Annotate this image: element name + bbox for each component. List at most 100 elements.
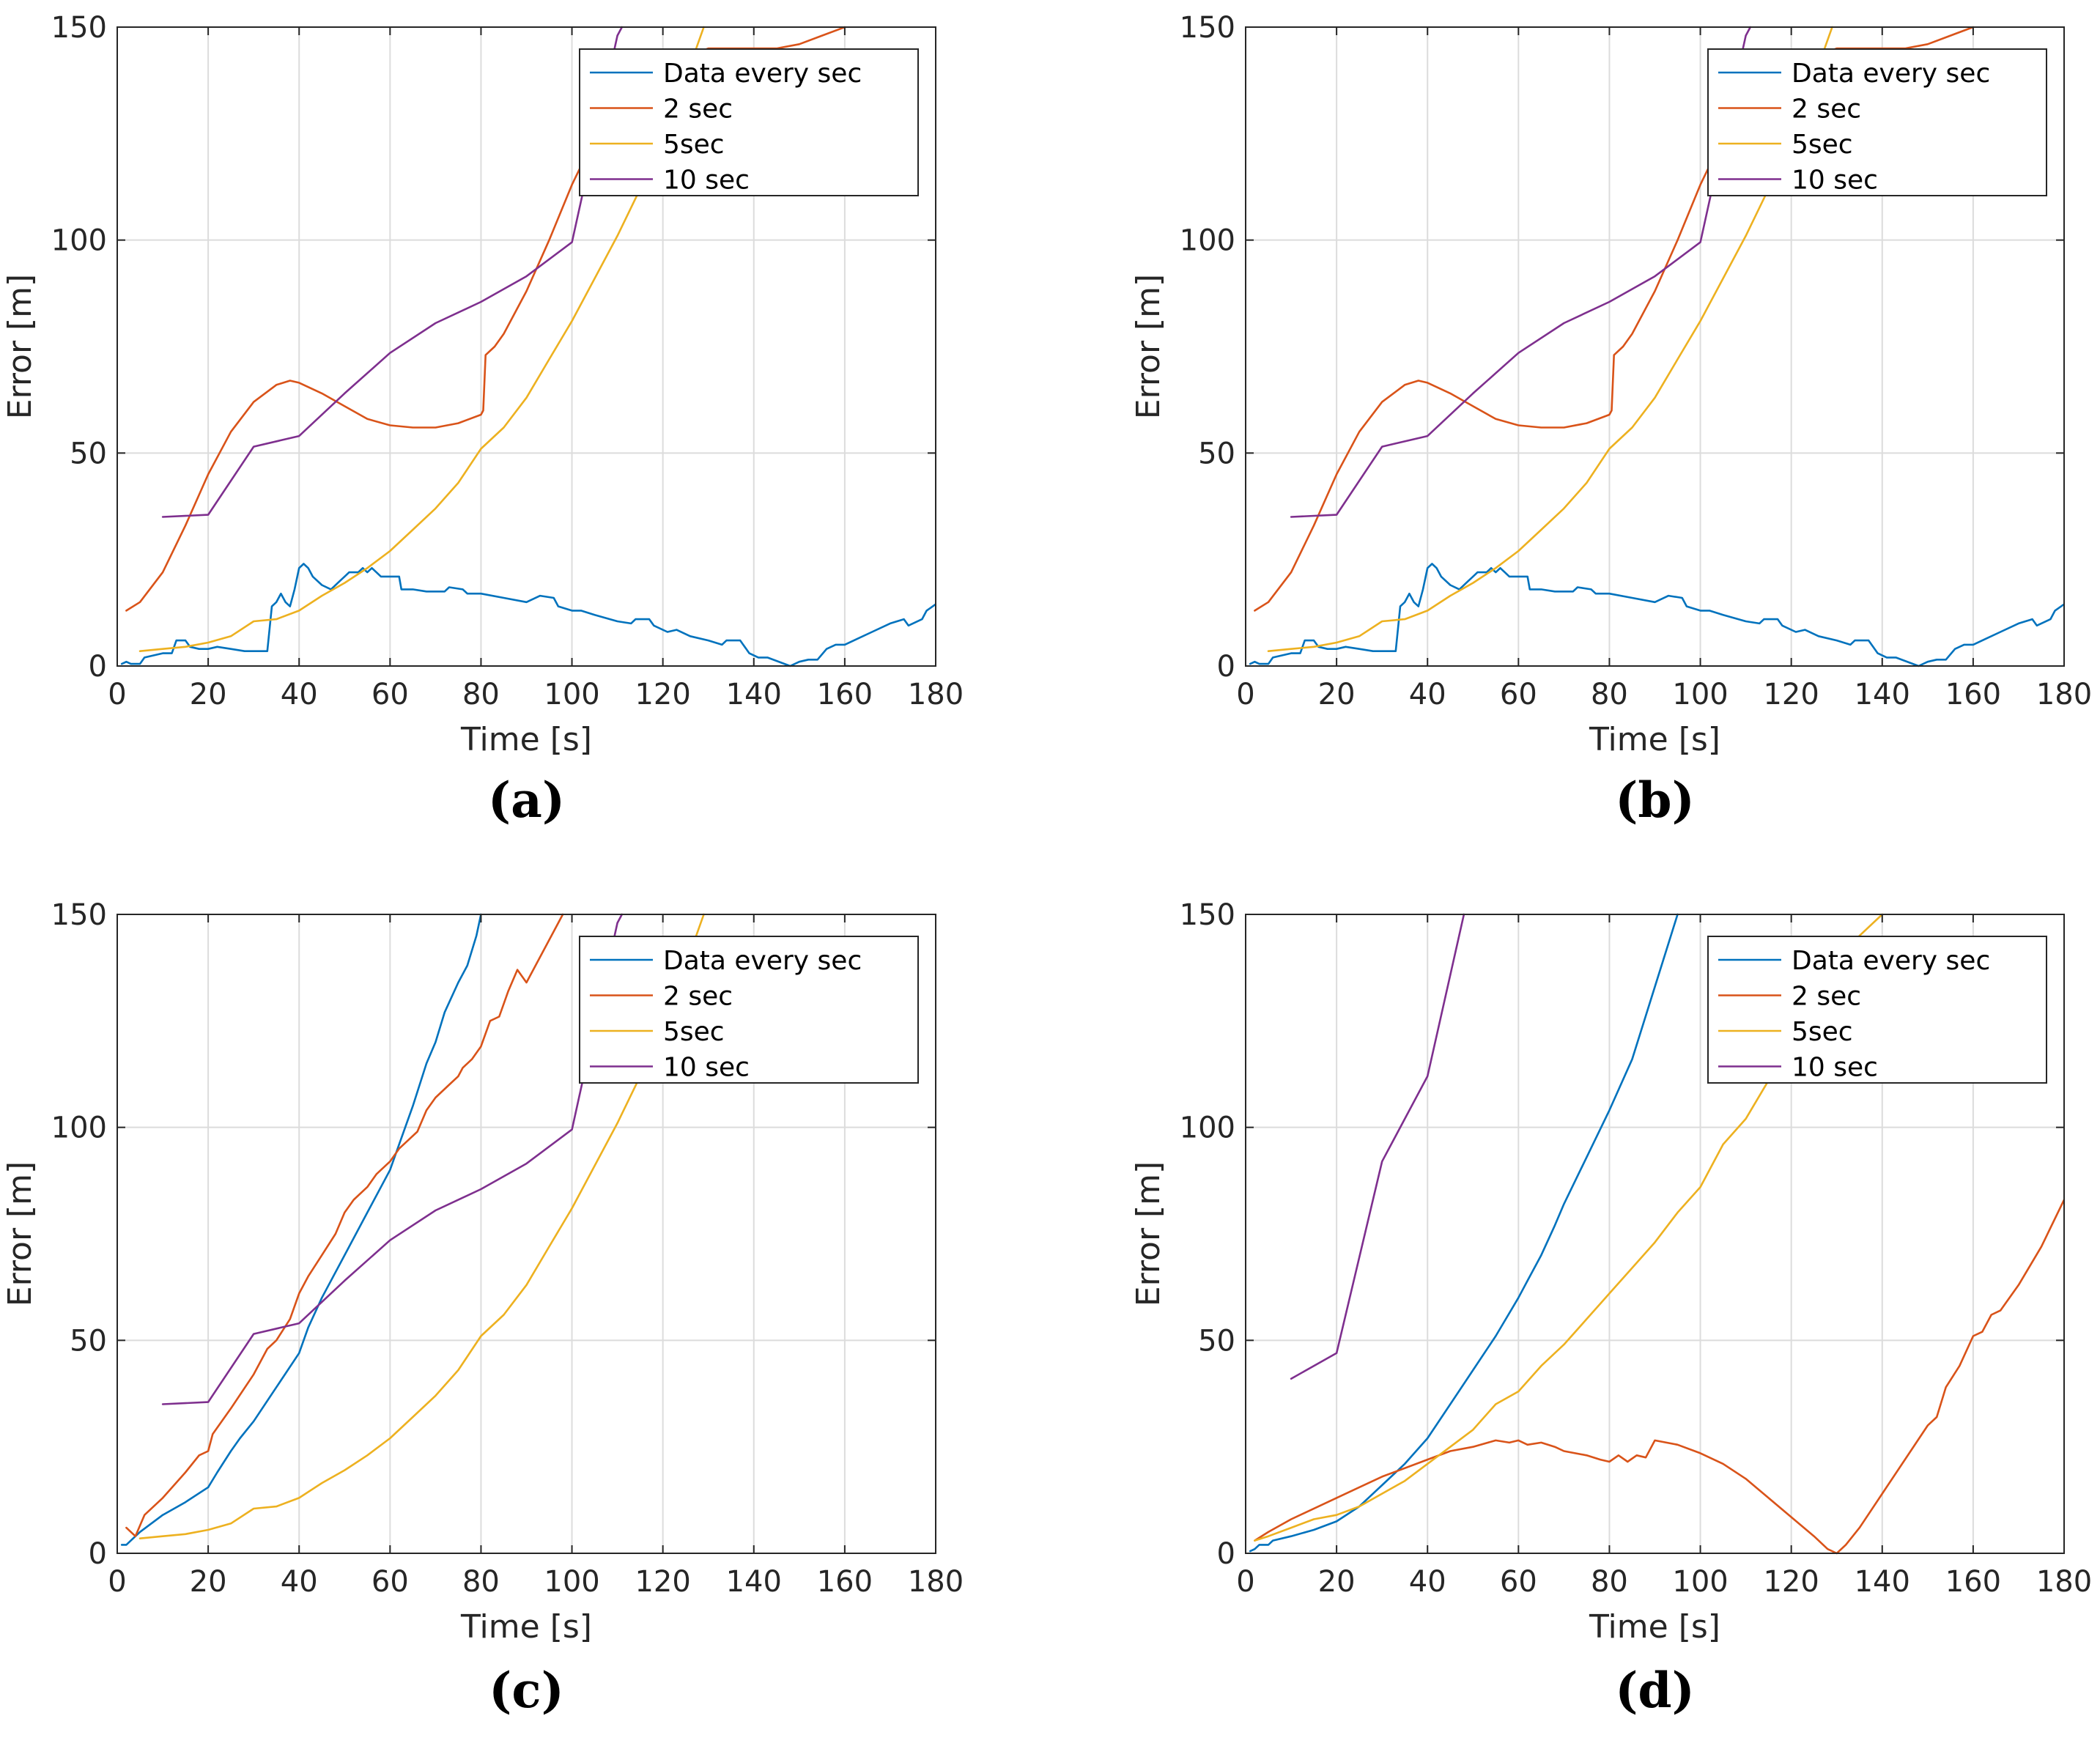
x-tick-label: 100 [544,1565,599,1599]
series-line-10-sec [161,26,624,518]
x-tick-label: 60 [371,678,409,711]
x-tick-label: 20 [190,1565,227,1599]
legend-label: 10 sec [1792,166,1878,196]
y-tick-label: 100 [1180,224,1235,258]
legend-box [579,48,919,196]
x-tick-label: 20 [190,678,227,711]
y-tick-label: 0 [89,1537,107,1571]
x-tick-label: 180 [908,678,964,711]
x-axis-title: Time [s] [460,721,592,758]
axes-box [1245,914,2065,1554]
series-group [120,913,705,1546]
x-tick-label: 160 [1945,1565,2001,1599]
x-tick-label: 20 [1318,678,1356,711]
legend: Data every sec 2 sec 5sec 10 sec [579,48,919,196]
y-tick-label: 150 [51,11,107,45]
chart-panel-c: 0 20 40 60 80 100 120 140 160 180 0 50 100 150 Time [s… [1,898,964,1719]
y-axis-title: Error [m] [1,1161,39,1306]
x-axis-title: Time [s] [1589,721,1720,758]
x-tick-label: 80 [462,678,500,711]
x-tick-label: 100 [1672,678,1728,711]
x-tick-label: 120 [1763,678,1819,711]
chart-panel-d: 0 20 40 60 80 100 120 140 160 180 0 50 100 150 Time [s… [1130,898,2092,1719]
x-tick-label: 160 [817,678,873,711]
x-tick-label: 40 [1409,1565,1446,1599]
y-axis-title: Error [m] [1,274,39,419]
x-tick-label: 140 [726,678,782,711]
y-tick-label: 150 [1180,898,1235,932]
x-tick-label: 160 [817,1565,873,1599]
legend-label: 5sec [1792,130,1853,160]
x-tick-label: 180 [908,1565,964,1599]
x-axis-title: Time [s] [1589,1608,1720,1646]
series-line-data-every-sec [1249,913,1679,1553]
series-line-data-every-sec [120,563,936,667]
legend: Data every sec 2 sec 5sec 10 sec [1707,48,2047,196]
panel-label: (a) [488,772,565,829]
x-tick-label: 120 [635,678,690,711]
y-tick-label: 0 [1217,1537,1235,1571]
y-axis-title: Error [m] [1130,274,1167,419]
series-line-5sec [138,26,705,652]
x-tick-label: 120 [1763,1565,1819,1599]
series-line-2-sec [1254,1199,2064,1555]
x-tick-label: 160 [1945,678,2001,711]
axes-box [1245,26,2065,667]
x-tick-label: 60 [1500,678,1537,711]
x-tick-label: 180 [2036,1565,2092,1599]
y-tick-label: 100 [51,1111,107,1145]
series-line-data-every-sec [1249,563,2064,667]
series-line-2-sec [125,913,564,1537]
series-line-5sec [1267,26,1833,652]
legend-box [579,936,919,1084]
legend-label: Data every sec [1792,946,1990,976]
legend-label: 10 sec [663,166,750,196]
y-tick-label: 150 [51,898,107,932]
legend-label: 2 sec [1792,95,1861,125]
x-tick-label: 180 [2036,678,2092,711]
series-line-5sec [138,913,705,1539]
panel-label: (b) [1615,772,1695,829]
series-line-10-sec [1290,913,1465,1380]
series-line-10-sec [161,913,624,1405]
legend-label: 5sec [1792,1017,1853,1047]
x-tick-label: 60 [1500,1565,1537,1599]
series-line-10-sec [1290,26,1752,518]
legend-label: 2 sec [663,95,733,125]
x-tick-label: 140 [726,1565,782,1599]
chart-panel-a: 0 20 40 60 80 100 120 140 160 180 0 50 100 150 Time [s… [1,11,964,829]
legend-label: 5sec [663,1017,725,1047]
y-tick-label: 100 [1180,1111,1235,1145]
legend-label: 2 sec [663,982,733,1012]
x-tick-label: 40 [1409,678,1446,711]
axes-box [117,914,936,1554]
y-tick-label: 50 [1198,1324,1235,1358]
x-tick-label: 20 [1318,1565,1356,1599]
series-line-data-every-sec [120,913,482,1546]
x-tick-label: 100 [1672,1565,1728,1599]
y-tick-label: 100 [51,224,107,258]
legend-box [1707,936,2047,1084]
axes-box [117,26,936,667]
y-tick-label: 0 [89,650,107,684]
y-tick-label: 150 [1180,11,1235,45]
y-tick-label: 50 [70,1324,107,1358]
x-tick-label: 40 [281,1565,318,1599]
y-tick-label: 0 [1217,650,1235,684]
legend-label: 2 sec [1792,982,1861,1012]
legend-label: 5sec [663,130,725,160]
panel-label: (c) [489,1662,564,1719]
legend: Data every sec 2 sec 5sec 10 sec [1707,936,2047,1084]
y-axis-title: Error [m] [1130,1161,1167,1306]
x-tick-label: 140 [1855,678,1910,711]
legend-label: 10 sec [1792,1053,1878,1083]
x-tick-label: 80 [1591,1565,1628,1599]
legend: Data every sec 2 sec 5sec 10 sec [579,936,919,1084]
x-tick-label: 40 [281,678,318,711]
x-tick-label: 0 [1236,678,1254,711]
x-tick-label: 120 [635,1565,690,1599]
y-tick-label: 50 [70,437,107,470]
x-tick-label: 100 [544,678,599,711]
y-tick-label: 50 [1198,437,1235,470]
